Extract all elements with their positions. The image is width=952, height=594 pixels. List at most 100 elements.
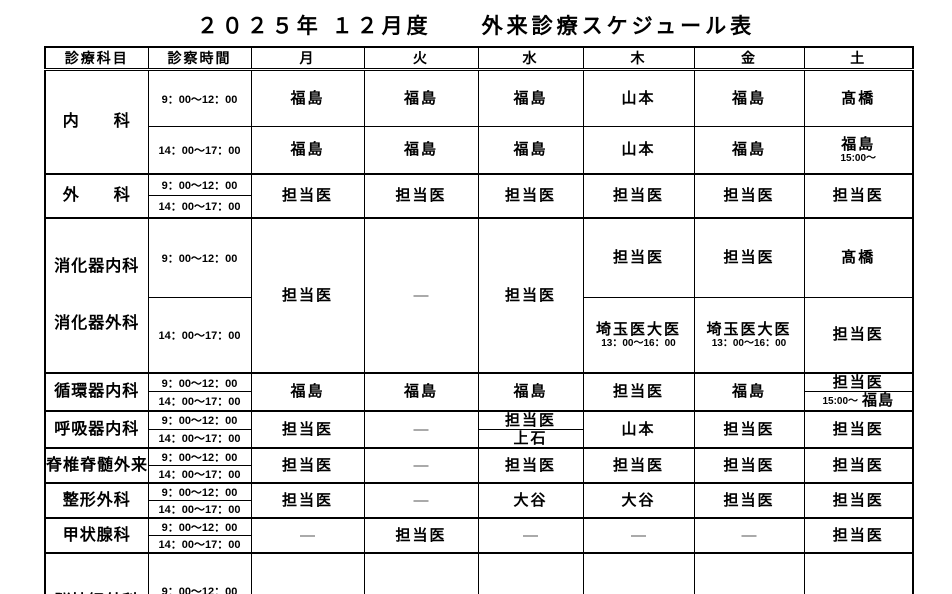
- schedule-cell: 担当医: [477, 172, 584, 218]
- schedule-cell: 担当医: [582, 552, 695, 594]
- dept-cell-cardiology: 循環器内科: [44, 372, 149, 411]
- schedule-cell: 担当医: [693, 482, 805, 519]
- table-row: 脳神経外科 【認知症外来】 9：00～12：00 担当医 第3ＰＭのみ 深谷日赤…: [44, 551, 914, 594]
- table-row: 消化器内科 消化器外科 9：00～12：00 担当医 ― 担当医 担当医 担当医…: [44, 216, 914, 374]
- schedule-cell: 15:00～ 福島: [803, 391, 914, 411]
- dept-cell-internal-medicine: 内 科: [44, 68, 149, 174]
- page-title: ２０２５年 １２月度 外来診療スケジュール表: [196, 15, 756, 38]
- table-row: 14：00～17：00 上石: [45, 428, 913, 449]
- schedule-cell: 福島: [477, 126, 584, 174]
- schedule-cell: 埼玉医大医 13：00～16：00: [582, 296, 695, 374]
- time-cell: 9：00～12：00: [147, 517, 252, 536]
- schedule-cell: 担当医: [803, 409, 914, 449]
- schedule-cell: 担当医: [693, 409, 805, 449]
- time-cell: 14：00～17：00: [147, 391, 252, 411]
- schedule-cell: 福島: [477, 372, 584, 411]
- cell-time-note: 13：00～16：00: [601, 337, 676, 349]
- table-row: 脊椎脊髄外来 9：00～12：00 担当医 ― 担当医 担当医 担当医 担当医: [44, 447, 914, 484]
- schedule-cell: ―: [582, 517, 695, 554]
- cell-doctor-name: 埼玉医大医: [595, 320, 681, 338]
- cell-doctor-name: 埼玉医大医: [706, 320, 792, 338]
- time-cell: 9：00～12：00: [147, 482, 252, 501]
- schedule-cell: 福島: [693, 68, 805, 127]
- schedule-cell: 担当医: [250, 216, 365, 374]
- dept-cell-neurosurgery: 脳神経外科 【認知症外来】: [44, 552, 149, 594]
- col-header-hours: 診察時間: [147, 46, 252, 71]
- table-row: 14：00～17：00 埼玉医大医 13：00～16：00 埼玉医大医 13：0…: [45, 296, 914, 374]
- schedule-cell: 担当医: [693, 172, 805, 218]
- schedule-cell: 山本: [582, 68, 695, 127]
- schedule-cell: 担当医: [693, 552, 805, 594]
- schedule-cell: 福島: [363, 126, 479, 174]
- table-row: 14：00～17：00 福島 福島 福島 山本 福島 福島 15:00～: [45, 126, 914, 174]
- schedule-cell: 髙橋: [803, 216, 914, 298]
- schedule-cell: 上石: [477, 428, 584, 449]
- schedule-cell: 担当医: [250, 447, 365, 484]
- schedule-cell: 大谷: [582, 482, 695, 519]
- col-header-tuesday: 火: [363, 46, 479, 71]
- schedule-cell: 担当医: [803, 552, 914, 594]
- schedule-cell: 担当医: [803, 517, 914, 554]
- schedule-cell: 担当医: [803, 447, 914, 484]
- schedule-cell: 担当医: [693, 216, 805, 298]
- schedule-cell: 担当医: [250, 482, 365, 519]
- col-header-friday: 金: [693, 46, 805, 71]
- schedule-cell: 担当医: [477, 447, 584, 484]
- col-header-monday: 月: [250, 46, 365, 71]
- schedule-cell: 髙橋: [803, 68, 914, 127]
- schedule-cell: 福島: [363, 68, 479, 127]
- time-cell: 14：00～17：00: [147, 195, 252, 218]
- dept-cell-thyroid: 甲状腺科: [44, 517, 149, 554]
- table-row: 整形外科 9：00～12：00 担当医 ― 大谷 大谷 担当医 担当医: [44, 482, 914, 519]
- schedule-table: 診療科目 診察時間 月 火 水 木 金 土 内 科 9：00～12：00 福島 …: [44, 46, 914, 594]
- header-row: 診療科目 診察時間 月 火 水 木 金 土: [44, 46, 914, 71]
- schedule-cell: 山本: [582, 409, 695, 449]
- time-cell: 9：00～12：00: [147, 216, 252, 298]
- schedule-cell: ―: [363, 482, 479, 519]
- dept-cell-surgery: 外 科: [44, 172, 149, 218]
- schedule-cell: ―: [693, 517, 805, 554]
- time-cell: 9：00～12：00: [147, 372, 252, 393]
- cell-time-note: 13：00～16：00: [711, 337, 787, 349]
- schedule-cell: 担当医: [582, 172, 695, 218]
- table-row: 循環器内科 9：00～12：00 福島 福島 福島 担当医 福島 担当医: [44, 372, 914, 411]
- cell-time-note: 15:00～: [822, 396, 859, 408]
- schedule-cell: 担当医: [803, 482, 914, 519]
- schedule-cell: ―: [250, 517, 365, 554]
- time-cell: 14：00～17：00: [147, 535, 252, 554]
- schedule-cell: ―: [477, 517, 584, 554]
- col-header-thursday: 木: [582, 46, 695, 71]
- schedule-cell: 福島: [693, 372, 805, 411]
- time-cell: 9：00～12：00: [147, 409, 252, 430]
- time-cell: 9：00～12：00: [147, 172, 252, 196]
- schedule-cell: 担当医: [582, 447, 695, 484]
- schedule-cell: 担当医: [582, 372, 695, 411]
- col-header-wednesday: 水: [477, 46, 584, 71]
- schedule-cell: 福島: [250, 126, 365, 174]
- time-cell: 14：00～17：00: [147, 126, 252, 174]
- time-cell: 14：00～17：00: [147, 428, 252, 449]
- schedule-cell: ―: [363, 447, 479, 484]
- schedule-cell: 福島: [250, 68, 365, 127]
- schedule-cell: 福島: [363, 372, 479, 411]
- table-row: 内 科 9：00～12：00 福島 福島 福島 山本 福島 髙橋: [44, 68, 914, 174]
- time-cell: 9：00～12：00: [147, 68, 252, 127]
- col-header-department: 診療科目: [44, 46, 149, 71]
- schedule-cell: 担当医: [803, 296, 914, 374]
- schedule-cell: 担当医 第3ＰＭのみ 深谷日赤医: [250, 552, 365, 594]
- dept-cell-respiratory: 呼吸器内科: [44, 409, 149, 449]
- schedule-cell: ―: [363, 552, 479, 594]
- table-row: 呼吸器内科 9：00～12：00 担当医 ― 担当医 山本 担当医 担当医: [44, 409, 914, 449]
- schedule-cell: 山本: [582, 126, 695, 174]
- dept-line2: 消化器外科: [54, 315, 140, 333]
- time-cell: 9：00～12：00: [147, 447, 252, 466]
- schedule-cell: 担当医: [250, 409, 365, 449]
- schedule-cell: 担当医: [363, 517, 479, 554]
- cell-time-note: 15:00～: [840, 152, 877, 164]
- cell-doctor-name: 福島: [862, 392, 895, 410]
- schedule-cell: 担当医: [693, 447, 805, 484]
- schedule-cell: 担当医: [363, 172, 479, 218]
- schedule-cell: 担当医: [803, 172, 914, 218]
- table-row: 甲状腺科 9：00～12：00 ― 担当医 ― ― ― 担当医: [44, 517, 914, 554]
